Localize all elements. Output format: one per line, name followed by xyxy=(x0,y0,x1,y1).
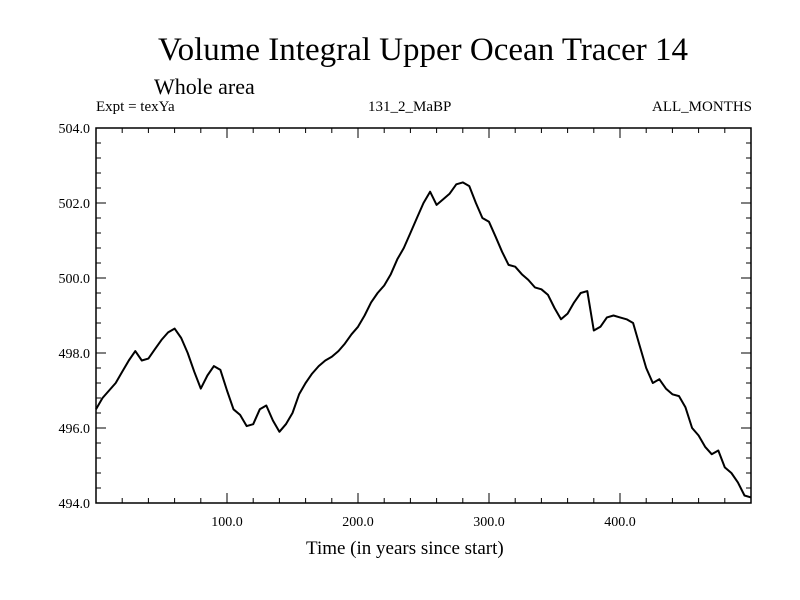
chart-subtitle: Whole area xyxy=(154,74,255,99)
y-tick-label: 500.0 xyxy=(59,272,91,287)
series-line xyxy=(95,181,752,499)
plot-frame xyxy=(95,127,752,504)
x-axis: 100.0 200.0 300.0 400.0 xyxy=(121,128,726,530)
y-tick-label: 504.0 xyxy=(59,122,91,137)
y-axis: 494.0 496.0 498.0 500.0 502.0 504.0 xyxy=(59,122,751,512)
months-label: ALL_MONTHS xyxy=(652,99,752,115)
experiment-label: Expt = texYa xyxy=(96,99,175,115)
x-tick-label: 300.0 xyxy=(473,515,505,530)
y-tick-label: 494.0 xyxy=(59,497,91,512)
x-tick-label: 400.0 xyxy=(604,515,636,530)
run-label: 131_2_MaBP xyxy=(368,99,452,115)
x-tick-label: 100.0 xyxy=(211,515,243,530)
chart-title: Volume Integral Upper Ocean Tracer 14 xyxy=(158,32,688,68)
y-tick-label: 498.0 xyxy=(59,347,91,362)
y-tick-label: 502.0 xyxy=(59,197,91,212)
x-tick-label: 200.0 xyxy=(342,515,374,530)
x-axis-label: Time (in years since start) xyxy=(306,538,504,559)
y-tick-label: 496.0 xyxy=(59,422,91,437)
